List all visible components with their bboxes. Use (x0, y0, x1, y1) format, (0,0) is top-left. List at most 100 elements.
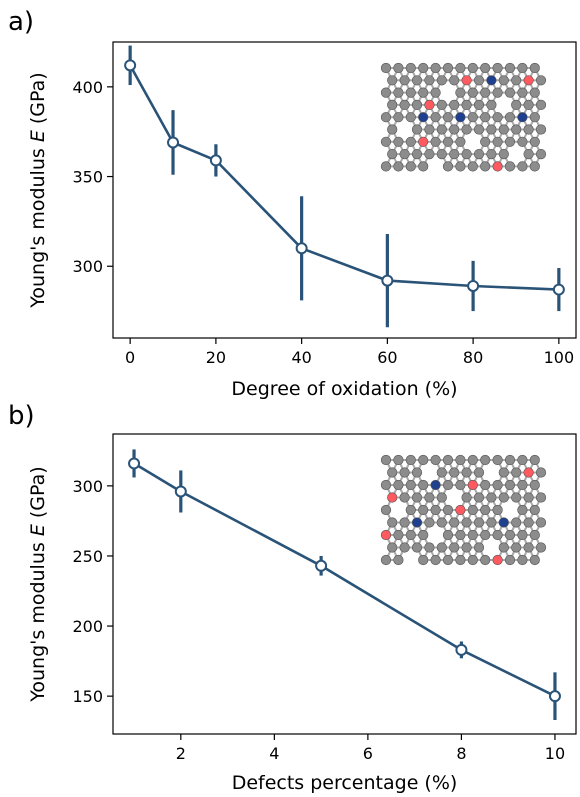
carbon-atom (405, 136, 416, 147)
carbon-atom (480, 504, 491, 516)
nitrogen-atom (411, 517, 423, 528)
panel-a-series (124, 45, 565, 328)
panel-b-inset-lattice (380, 454, 547, 566)
carbon-atom (486, 99, 497, 110)
carbon-atom (529, 112, 540, 123)
carbon-atom (467, 87, 478, 98)
carbon-atom (529, 454, 540, 466)
carbon-atom (405, 87, 416, 98)
carbon-atom (535, 99, 547, 110)
carbon-atom (399, 517, 410, 528)
carbon-atom (492, 87, 503, 98)
carbon-atom (380, 136, 392, 147)
panel-b-axes-frame (112, 433, 577, 735)
carbon-atom (511, 99, 522, 110)
carbon-atom (498, 492, 509, 503)
carbon-atom (405, 479, 416, 491)
oxygen-atom (387, 492, 398, 503)
carbon-atom (380, 87, 392, 98)
nitrogen-atom (430, 479, 441, 491)
carbon-atom (430, 454, 441, 466)
carbon-atom (486, 149, 497, 160)
carbon-atom (492, 529, 503, 541)
carbon-atom (511, 492, 522, 503)
carbon-atom (473, 492, 485, 503)
carbon-atom (424, 124, 435, 135)
carbon-atom (467, 529, 478, 541)
carbon-atom (504, 529, 516, 541)
carbon-atom (523, 517, 534, 528)
nitrogen-atom (517, 112, 528, 123)
carbon-atom (511, 75, 522, 86)
carbon-atom (498, 467, 509, 478)
carbon-atom (393, 87, 404, 98)
x-tick-label: 60 (377, 348, 397, 367)
carbon-atom (405, 112, 416, 123)
carbon-atom (492, 112, 503, 123)
carbon-atom (504, 87, 516, 98)
carbon-atom (387, 75, 398, 86)
carbon-atom (492, 136, 503, 147)
carbon-atom (504, 161, 516, 172)
carbon-atom (517, 479, 528, 491)
carbon-atom (523, 492, 534, 503)
carbon-atom (480, 62, 491, 74)
carbon-atom (442, 454, 454, 466)
carbon-atom (411, 99, 423, 110)
carbon-atom (436, 517, 447, 528)
carbon-atom (523, 124, 534, 135)
carbon-atom (467, 112, 478, 123)
carbon-atom (517, 62, 528, 74)
carbon-atom (467, 62, 478, 74)
carbon-atom (529, 479, 540, 491)
carbon-atom (504, 112, 516, 123)
carbon-atom (517, 454, 528, 466)
carbon-atom (473, 124, 485, 135)
carbon-atom (467, 454, 478, 466)
carbon-atom (455, 136, 466, 147)
carbon-atom (411, 75, 423, 86)
carbon-atom (418, 554, 429, 566)
carbon-atom (411, 542, 423, 553)
nitrogen-atom (455, 112, 466, 123)
carbon-atom (418, 504, 429, 516)
carbon-atom (399, 149, 410, 160)
carbon-atom (449, 467, 460, 478)
carbon-atom (517, 504, 528, 516)
carbon-atom (504, 454, 516, 466)
carbon-atom (535, 517, 547, 528)
carbon-atom (529, 62, 540, 74)
data-point (381, 274, 394, 287)
carbon-atom (387, 99, 398, 110)
data-point (295, 242, 308, 255)
carbon-atom (480, 454, 491, 466)
carbon-atom (442, 479, 454, 491)
carbon-atom (517, 136, 528, 147)
carbon-atom (442, 554, 454, 566)
carbon-atom (461, 492, 472, 503)
y-tick-label: 400 (72, 78, 103, 97)
carbon-atom (511, 542, 522, 553)
carbon-atom (480, 161, 491, 172)
oxygen-atom (467, 479, 478, 491)
oxygen-atom (380, 529, 392, 541)
carbon-atom (517, 87, 528, 98)
carbon-atom (405, 529, 416, 541)
oxygen-atom (523, 467, 534, 478)
carbon-atom (405, 161, 416, 172)
oxygen-atom (492, 161, 503, 172)
data-point (128, 457, 141, 470)
oxygen-atom (455, 504, 466, 516)
oxygen-atom (492, 554, 503, 566)
data-point (315, 559, 328, 572)
carbon-atom (511, 124, 522, 135)
nitrogen-atom (418, 112, 429, 123)
carbon-atom (387, 467, 398, 478)
panel-b-ylabel: Young's modulus E (GPa) (27, 466, 49, 702)
panel-a-inset-lattice (380, 62, 547, 172)
carbon-atom (504, 62, 516, 74)
x-tick-label: 100 (544, 348, 575, 367)
carbon-atom (387, 149, 398, 160)
carbon-atom (535, 124, 547, 135)
carbon-atom (399, 99, 410, 110)
